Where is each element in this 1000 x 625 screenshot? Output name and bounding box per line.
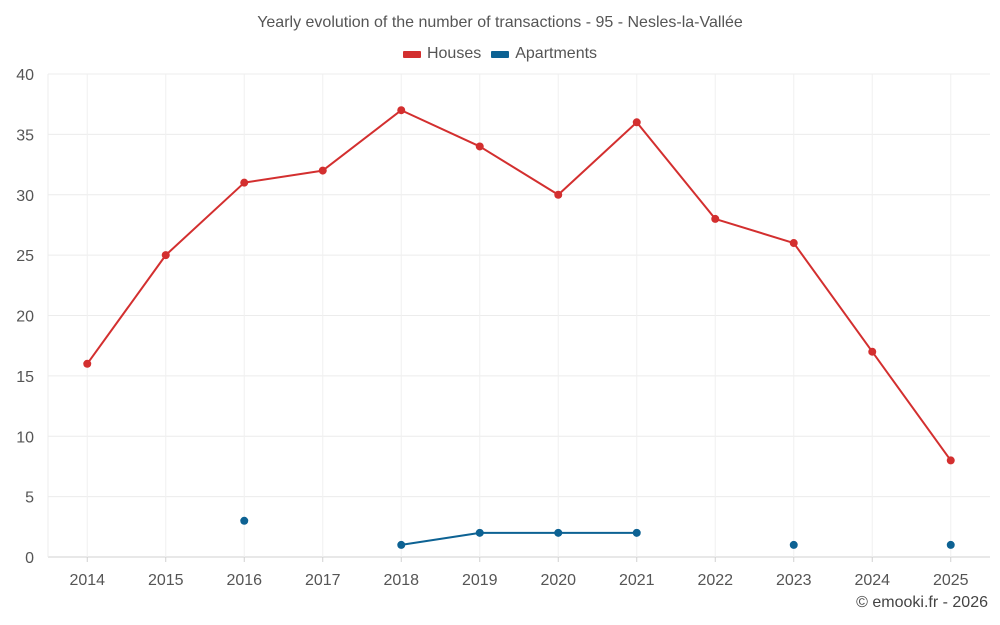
y-tick-label-15: 15 [16,369,34,386]
x-tick-label-2019: 2019 [462,572,498,589]
x-tick-label-2017: 2017 [305,572,341,589]
y-tick-label-40: 40 [16,67,34,84]
y-tick-label-30: 30 [16,188,34,205]
point-houses-2021 [632,118,641,127]
point-houses-2019 [475,142,484,151]
series-line-apartments [401,531,637,546]
x-tick-label-2015: 2015 [148,572,184,589]
point-apartments-2018 [397,540,406,549]
x-tick-label-2016: 2016 [226,572,262,589]
x-tick-label-2025: 2025 [933,572,969,589]
legend-swatch-apartments [491,50,510,58]
point-apartments-2016 [240,516,249,525]
point-apartments-2025 [946,540,955,549]
point-apartments-2023 [789,540,798,549]
point-houses-2024 [868,347,877,356]
point-houses-2014 [83,359,92,368]
x-tick-label-2023: 2023 [776,572,812,589]
point-houses-2018 [397,106,406,115]
y-tick-label-10: 10 [16,429,34,446]
point-houses-2016 [240,178,249,187]
x-tick-label-2014: 2014 [69,572,105,589]
y-tick-label-20: 20 [16,309,34,326]
grid [47,73,990,558]
series-houses [83,106,955,465]
legend: Houses Apartments [0,45,1000,63]
y-tick-label-0: 0 [25,550,34,567]
x-tick-label-2020: 2020 [540,572,576,589]
legend-item-houses[interactable]: Houses [402,45,482,63]
x-tick-label-2018: 2018 [383,572,419,589]
legend-label-apartments: Apartments [515,45,598,62]
point-apartments-2020 [554,528,563,537]
point-apartments-2019 [475,528,484,537]
point-houses-2015 [161,251,170,260]
y-tick-label-25: 25 [16,248,34,265]
y-tick-label-35: 35 [16,127,34,144]
x-tick-label-2021: 2021 [619,572,655,589]
legend-label-houses: Houses [426,45,482,62]
point-houses-2017 [318,166,327,175]
series-apartments [240,516,955,549]
point-apartments-2021 [632,528,641,537]
credit: © emooki.fr - 2026 [856,594,988,611]
x-tick-label-2022: 2022 [697,572,733,589]
point-houses-2023 [789,239,798,248]
point-houses-2022 [711,214,720,223]
y-tick-label-5: 5 [25,490,34,507]
series-line-houses [86,109,952,461]
series-layer [83,106,955,549]
point-houses-2025 [946,456,955,465]
point-houses-2020 [554,190,563,199]
chart-title: Yearly evolution of the number of transa… [257,14,743,31]
x-tick-label-2024: 2024 [854,572,890,589]
legend-swatch-houses [402,50,421,58]
legend-item-apartments[interactable]: Apartments [491,45,597,63]
